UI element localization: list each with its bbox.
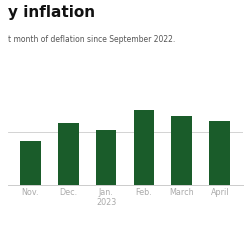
Bar (20, 141, 41, 185)
Bar (58, 123, 78, 185)
Text: t month of deflation since September 2022.: t month of deflation since September 202… (8, 35, 175, 44)
Bar (96, 130, 116, 185)
Bar (172, 116, 192, 185)
Bar (209, 121, 230, 185)
Bar (134, 110, 154, 185)
Text: y inflation: y inflation (8, 5, 94, 20)
